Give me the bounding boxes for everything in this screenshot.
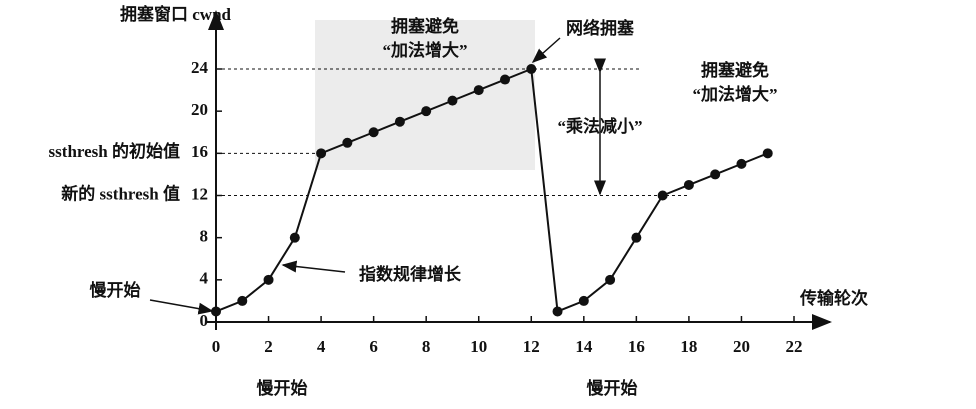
x-tick-label: 4 [317,337,326,356]
data-point [263,274,274,285]
annotation: “加法增大” [693,84,778,104]
x-axis-label: 传输轮次 [799,288,868,308]
data-point [368,127,379,138]
y-tick-label: 16 [191,142,208,161]
data-point [736,158,747,169]
annotation: 指数规律增长 [359,264,462,284]
x-tick-label: 14 [575,337,593,356]
x-tick-label: 18 [680,337,697,356]
data-point [500,74,510,85]
x-tick-label: 8 [422,337,431,356]
x-tick-label: 10 [470,337,487,356]
x-tick-label: 12 [523,337,540,356]
data-point [394,116,405,127]
data-point [526,64,537,74]
arrow [149,299,214,315]
annotation: 拥塞避免 [391,16,459,36]
data-point [683,179,694,190]
data-point [342,137,353,148]
annotation: “加法增大” [383,40,468,60]
annotation: 网络拥塞 [566,18,635,38]
data-point [762,148,773,159]
data-point [289,232,300,243]
annotation: 拥塞避免 [701,60,769,80]
data-point [473,85,484,96]
data-point [316,148,327,159]
x-tick-label: 6 [369,337,378,356]
x-tick-label: 20 [733,337,750,356]
arrow [281,260,346,273]
x-tick-label: 0 [212,337,221,356]
reference-label: 新的 ssthresh 值 [61,183,180,203]
data-point [605,274,616,285]
data-point [237,295,248,306]
y-tick-label: 8 [200,227,209,246]
data-point [447,95,458,106]
data-point [211,306,221,317]
data-point [710,169,721,180]
x-tick-label: 16 [628,337,645,356]
y-axis-label: 拥塞窗口 cwnd [120,4,232,24]
data-point [578,295,589,306]
data-point [421,106,432,117]
y-tick-label: 20 [191,100,208,119]
reference-label: ssthresh 的初始值 [49,141,180,161]
x-tick-label: 22 [786,337,803,356]
annotation: 慢开始 [90,280,141,300]
annotation: 慢开始 [587,378,638,398]
y-tick-label: 12 [191,184,208,203]
y-tick-label: 0 [200,311,209,330]
data-point [657,190,668,201]
data-point [552,306,563,317]
y-tick-label: 4 [200,269,209,288]
y-tick-label: 24 [191,58,209,77]
arrow [531,37,561,63]
annotation: “乘法减小” [558,116,643,136]
data-point [631,232,642,243]
annotation: 慢开始 [257,378,308,398]
data-line [215,67,769,313]
x-tick-label: 2 [264,337,273,356]
